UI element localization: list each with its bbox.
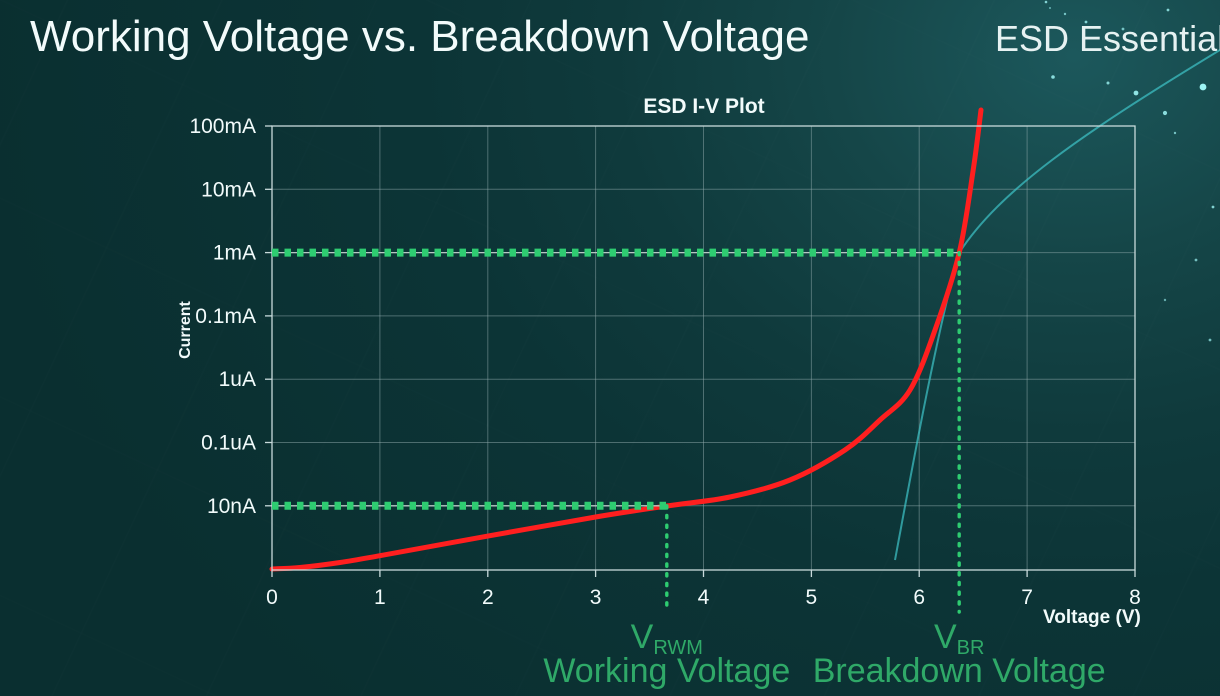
svg-text:10nA: 10nA	[207, 495, 256, 518]
svg-text:0.1uA: 0.1uA	[201, 432, 256, 455]
svg-text:5: 5	[806, 586, 818, 609]
svg-text:4: 4	[698, 586, 710, 609]
svg-text:Breakdown Voltage: Breakdown Voltage	[813, 652, 1106, 690]
svg-text:2: 2	[482, 586, 494, 609]
svg-text:1uA: 1uA	[219, 368, 256, 391]
svg-text:6: 6	[913, 586, 925, 609]
svg-text:1: 1	[374, 586, 386, 609]
svg-text:1mA: 1mA	[213, 242, 256, 265]
svg-text:0: 0	[266, 586, 278, 609]
svg-text:Current: Current	[177, 300, 194, 358]
svg-text:0.1mA: 0.1mA	[195, 305, 256, 328]
svg-text:10mA: 10mA	[201, 178, 256, 201]
svg-text:Working Voltage: Working Voltage	[543, 652, 790, 690]
svg-text:3: 3	[590, 586, 602, 609]
svg-text:7: 7	[1021, 586, 1033, 609]
svg-text:8: 8	[1129, 586, 1141, 609]
svg-text:100mA: 100mA	[189, 115, 256, 138]
